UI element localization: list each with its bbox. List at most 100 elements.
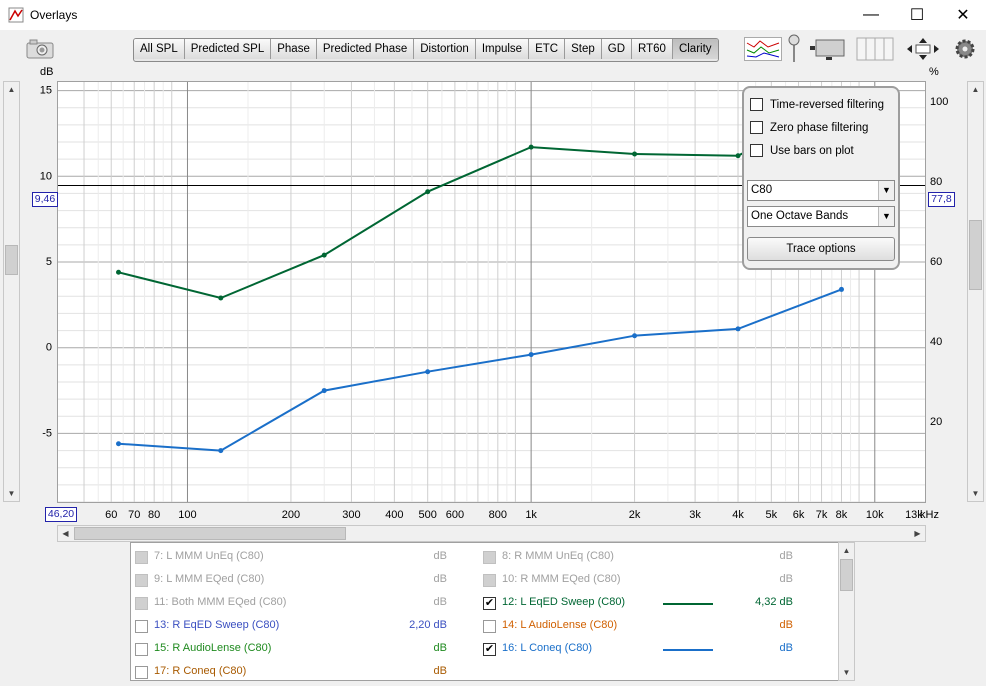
- tab-rt60[interactable]: RT60: [632, 39, 673, 59]
- trace-arrange-icon[interactable]: [744, 37, 782, 61]
- app-icon: [8, 7, 24, 23]
- tab-predicted-phase[interactable]: Predicted Phase: [316, 39, 415, 59]
- legend-item[interactable]: ✔ 12: L EqED Sweep (C80) 4,32 dB: [483, 594, 823, 612]
- legend-label: 16: L Coneq (C80): [502, 642, 593, 654]
- camera-icon[interactable]: [25, 38, 55, 60]
- left-tick-label: 0: [46, 342, 52, 354]
- scroll-up-arrow-icon[interactable]: ▲: [971, 85, 980, 94]
- horizontal-scrollbar[interactable]: ◀ ▶: [57, 525, 926, 542]
- time-reversed-checkbox[interactable]: [750, 98, 763, 111]
- legend-value: dB: [433, 596, 447, 608]
- x-tick-label: 4k: [732, 509, 744, 521]
- legend-value: dB: [779, 550, 793, 562]
- legend-value: dB: [433, 573, 447, 585]
- legend-item[interactable]: 13: R EqED Sweep (C80) 2,20 dB: [135, 617, 475, 635]
- legend-item[interactable]: ✔ 16: L Coneq (C80) dB: [483, 640, 823, 658]
- legend-value: dB: [433, 642, 447, 654]
- legend-item[interactable]: 11: Both MMM EQed (C80) dB: [135, 594, 475, 612]
- legend-label: 10: R MMM EQed (C80): [502, 573, 621, 585]
- scroll-up-arrow-icon[interactable]: ▲: [7, 85, 16, 94]
- tab-gd[interactable]: GD: [601, 39, 633, 59]
- left-scroll-thumb[interactable]: [5, 245, 18, 275]
- right-tick-label: 100: [930, 96, 948, 108]
- scroll-left-arrow-icon[interactable]: ◀: [62, 529, 69, 538]
- legend-checkbox[interactable]: [135, 666, 148, 679]
- data-point: [116, 269, 122, 275]
- tab-phase[interactable]: Phase: [271, 39, 317, 59]
- columns-icon[interactable]: [856, 37, 894, 61]
- tab-step[interactable]: Step: [565, 39, 602, 59]
- legend-checkbox[interactable]: ✔: [483, 597, 496, 610]
- legend-item[interactable]: 8: R MMM UnEq (C80) dB: [483, 548, 823, 566]
- legend-item[interactable]: 9: L MMM EQed (C80) dB: [135, 571, 475, 589]
- legend-checkbox: [135, 597, 148, 610]
- maximize-button[interactable]: ☐: [909, 7, 925, 24]
- horizontal-scroll-thumb[interactable]: [74, 527, 346, 540]
- legend-label: 17: R Coneq (C80): [154, 665, 247, 677]
- trace-legend: 7: L MMM UnEq (C80) dB 8: R MMM UnEq (C80)…: [130, 542, 839, 681]
- legend-item[interactable]: 10: R MMM EQed (C80) dB: [483, 571, 823, 589]
- left-scrollbar[interactable]: ▲ ▼: [3, 81, 20, 502]
- close-button[interactable]: ✕: [956, 7, 970, 24]
- scroll-right-arrow-icon[interactable]: ▶: [914, 529, 921, 538]
- legend-checkbox[interactable]: [135, 620, 148, 633]
- window-title: Overlays: [30, 8, 78, 22]
- legend-label: 8: R MMM UnEq (C80): [502, 550, 614, 562]
- left-tick-label: -5: [42, 427, 52, 439]
- legend-item[interactable]: 17: R Coneq (C80) dB: [135, 663, 475, 681]
- chevron-down-icon[interactable]: ▼: [878, 207, 894, 226]
- bands-select[interactable]: One Octave Bands ▼: [747, 206, 895, 227]
- limits-icon[interactable]: [808, 37, 848, 61]
- legend-value: 4,32 dB: [755, 596, 793, 608]
- title-bar: Overlays — ☐ ✕: [0, 0, 986, 30]
- data-point: [425, 189, 431, 195]
- right-tick-label: 80: [930, 176, 942, 188]
- left-tick-label: 15: [40, 85, 52, 97]
- move-arrows-icon[interactable]: [905, 36, 941, 62]
- legend-item[interactable]: 15: R AudioLense (C80) dB: [135, 640, 475, 658]
- metric-select[interactable]: C80 ▼: [747, 180, 895, 201]
- clarity-plot[interactable]: [57, 81, 926, 503]
- cursor-left-value: 9,46: [32, 192, 58, 207]
- x-tick-label: 2k: [629, 509, 641, 521]
- scroll-down-arrow-icon[interactable]: ▼: [7, 489, 16, 498]
- trace-options-button[interactable]: Trace options: [747, 237, 895, 261]
- gear-icon[interactable]: [954, 38, 976, 60]
- tab-clarity[interactable]: Clarity: [672, 39, 718, 59]
- x-tick-label: 100: [178, 509, 196, 521]
- use-bars-checkbox[interactable]: [750, 144, 763, 157]
- zero-phase-checkbox[interactable]: [750, 121, 763, 134]
- scroll-up-arrow-icon[interactable]: ▲: [842, 546, 851, 555]
- legend-checkbox: [483, 574, 496, 587]
- scroll-down-arrow-icon[interactable]: ▼: [971, 489, 980, 498]
- tab-predicted-spl[interactable]: Predicted SPL: [184, 39, 272, 59]
- legend-checkbox[interactable]: [483, 620, 496, 633]
- tab-impulse[interactable]: Impulse: [475, 39, 530, 59]
- tab-etc[interactable]: ETC: [529, 39, 566, 59]
- x-tick-label: 500: [418, 509, 436, 521]
- right-scrollbar[interactable]: ▲ ▼: [967, 81, 984, 502]
- left-tick-label: 5: [46, 256, 52, 268]
- tab-distortion[interactable]: Distortion: [414, 39, 476, 59]
- legend-value: dB: [779, 573, 793, 585]
- legend-item[interactable]: 14: L AudioLense (C80) dB: [483, 617, 823, 635]
- chevron-down-icon[interactable]: ▼: [878, 181, 894, 200]
- slider-icon[interactable]: [786, 32, 802, 64]
- zero-phase-option[interactable]: Zero phase filtering: [750, 121, 868, 134]
- legend-checkbox[interactable]: ✔: [483, 643, 496, 656]
- tab-all-spl[interactable]: All SPL: [134, 39, 185, 59]
- legend-label: 9: L MMM EQed (C80): [154, 573, 265, 585]
- x-tick-label: 10k: [866, 509, 884, 521]
- legend-scrollbar[interactable]: ▲ ▼: [838, 542, 855, 681]
- legend-scroll-thumb[interactable]: [840, 559, 853, 591]
- minimize-button[interactable]: —: [863, 6, 879, 23]
- legend-item[interactable]: 7: L MMM UnEq (C80) dB: [135, 548, 475, 566]
- right-scroll-thumb[interactable]: [969, 220, 982, 290]
- legend-checkbox[interactable]: [135, 643, 148, 656]
- use-bars-option[interactable]: Use bars on plot: [750, 144, 854, 157]
- time-reversed-option[interactable]: Time-reversed filtering: [750, 98, 884, 111]
- options-panel: Time-reversed filtering Zero phase filte…: [742, 86, 900, 270]
- right-axis-unit: %: [929, 66, 939, 78]
- scroll-down-arrow-icon[interactable]: ▼: [842, 668, 851, 677]
- data-point: [735, 326, 741, 332]
